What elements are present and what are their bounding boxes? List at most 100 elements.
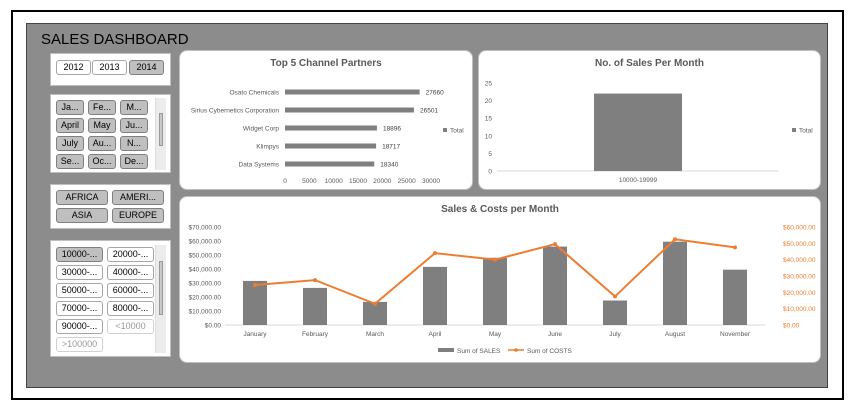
count-y-tick: 5 [488,151,492,158]
year-slicer: 2012 2013 2014 [50,53,171,86]
range-under-10000-button[interactable]: <10000 [107,319,154,334]
region-asia-button[interactable]: ASIA [56,208,108,223]
range-30000-button[interactable]: 30000-... [56,265,103,280]
partner-x-tick: 15000 [349,178,367,185]
combo-right-y-tick: $60,000.00 [783,225,816,232]
partner-data-label: 26501 [420,108,438,115]
year-2013-button[interactable]: 2013 [92,60,127,75]
top-partners-chart: Osato Chemicals 27660 Sirius Cybernetics C… [191,89,464,185]
range-over-100000-button[interactable]: >100000 [56,337,103,352]
combo-left-y-tick: $60,000.00 [188,239,221,246]
sales-bar [603,300,627,325]
range-40000-button[interactable]: 40000-... [107,265,154,280]
combo-left-y-tick: $70,000.00 [188,225,221,232]
partner-data-label: 27660 [426,90,444,97]
combo-right-y-tick: $10,000.00 [783,306,816,313]
month-jan-button[interactable]: Ja... [56,100,84,115]
partner-x-tick: 20000 [373,178,391,185]
sales-costs-title: Sales & Costs per Month [441,204,559,215]
costs-point [433,251,437,256]
year-2012-button[interactable]: 2012 [56,60,91,75]
partner-category-label: Widget Corp [243,126,280,133]
month-oct-button[interactable]: Oc... [88,154,116,169]
region-europe-button[interactable]: EUROPE [112,208,164,223]
top-partners-card: Top 5 Channel Partners Osato Chemicals 27… [179,50,473,190]
count-legend-label: Total [799,128,813,135]
combo-right-y-tick: $20,000.00 [783,290,816,297]
range-90000-button[interactable]: 90000-... [56,319,103,334]
month-aug-button[interactable]: Au... [88,136,116,151]
combo-left-y-tick: $20,000.00 [188,295,221,302]
sales-count-chart: 0 5 10 15 20 25 10000-19999 Total [485,81,814,185]
sales-legend-swatch [438,348,454,352]
month-jul-button[interactable]: July [56,136,84,151]
range-slicer-scrollbar[interactable] [155,245,166,353]
costs-point [253,282,257,287]
sales-count-title: No. of Sales Per Month [595,58,704,69]
month-nov-button[interactable]: N... [120,136,148,151]
month-slicer-scroll-thumb[interactable] [159,113,163,146]
combo-month-label: June [548,331,562,338]
range-20000-button[interactable]: 20000-... [107,247,154,262]
partner-data-label: 18896 [383,126,401,133]
range-60000-button[interactable]: 60000-... [107,283,154,298]
combo-right-y-tick: $30,000.00 [783,274,816,281]
partner-x-tick: 5000 [302,178,317,185]
sales-bar [723,269,747,325]
combo-left-y-tick: $50,000.00 [188,253,221,260]
costs-point [613,294,617,299]
count-legend-swatch [792,128,796,132]
partner-x-tick: 25000 [398,178,416,185]
combo-month-label: November [720,331,751,338]
combo-month-label: March [366,331,384,338]
region-america-button[interactable]: AMERI... [112,190,164,205]
sales-bar [483,257,507,325]
costs-point [553,242,557,247]
sales-bar [303,287,327,325]
month-may-button[interactable]: May [88,118,116,133]
partner-bar [285,143,377,149]
combo-month-label: February [302,331,329,338]
sales-count-card: No. of Sales Per Month 0 5 10 15 20 25 10000-1… [478,50,821,190]
combo-right-y-tick: $40,000.00 [783,257,816,264]
costs-legend-marker [514,348,518,352]
range-slicer-scroll-thumb[interactable] [159,261,163,315]
combo-month-label: July [609,331,621,338]
partner-data-label: 18340 [380,162,398,169]
combo-month-label: April [428,331,442,338]
month-apr-button[interactable]: April [56,118,84,133]
month-dec-button[interactable]: De... [120,154,148,169]
costs-point [313,278,317,283]
costs-point [373,301,377,306]
partner-legend-label: Total [450,128,464,135]
region-africa-button[interactable]: AFRICA [56,190,108,205]
sales-bar [423,266,447,325]
range-slicer: 10000-... 20000-... 30000-... 40000-... … [50,240,171,357]
count-y-tick: 25 [485,81,493,88]
count-y-tick: 15 [485,116,493,123]
month-mar-button[interactable]: M... [120,100,148,115]
month-slicer-scrollbar[interactable] [155,98,166,170]
range-10000-button[interactable]: 10000-... [56,247,103,262]
month-slicer: Ja... Fe... M... April May Ju... July Au… [50,94,171,173]
month-feb-button[interactable]: Fe... [88,100,116,115]
count-y-tick: 10 [485,133,493,140]
month-sep-button[interactable]: Se... [56,154,84,169]
combo-month-label: January [243,331,267,338]
count-y-tick: 0 [488,169,492,176]
costs-point [493,257,497,262]
costs-legend-label: Sum of COSTS [527,348,572,355]
year-2014-button[interactable]: 2014 [129,60,164,75]
combo-right-y-tick: $0.00 [783,323,800,330]
top-partners-title: Top 5 Channel Partners [270,58,382,69]
range-80000-button[interactable]: 80000-... [107,301,154,316]
combo-month-label: August [665,331,685,338]
range-70000-button[interactable]: 70000-... [56,301,103,316]
combo-left-y-tick: $10,000.00 [188,309,221,316]
range-50000-button[interactable]: 50000-... [56,283,103,298]
combo-left-y-tick: $40,000.00 [188,267,221,274]
month-jun-button[interactable]: Ju... [120,118,148,133]
combo-left-y-tick: $0.00 [205,323,222,330]
sales-bar [543,246,567,325]
sales-bar [243,280,267,325]
